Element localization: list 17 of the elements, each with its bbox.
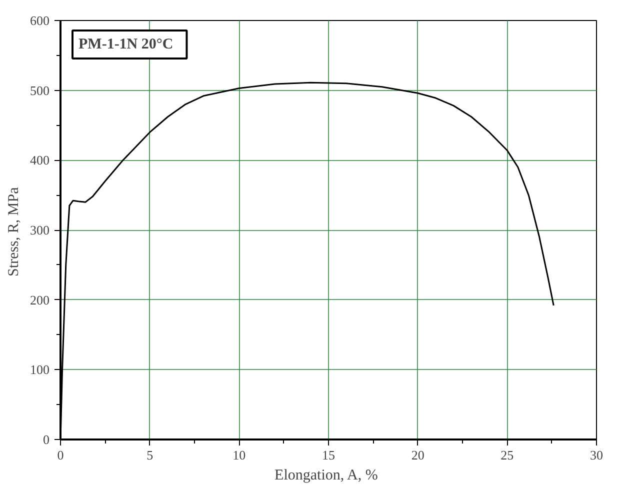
x-tick-label: 10 [232, 448, 246, 462]
y-tick-label: 0 [43, 432, 50, 447]
x-tick-label: 15 [322, 448, 335, 462]
y-axis-title: Stress, R, MPa [6, 186, 22, 276]
x-tick-label: 0 [57, 448, 64, 462]
y-tick-label: 300 [30, 222, 50, 238]
x-axis-title: Elongation, A, % [274, 468, 378, 484]
x-tick-label: 5 [146, 448, 154, 462]
annotation: PM-1-1N 20°C [78, 36, 174, 52]
y-tick-label: 500 [30, 82, 50, 98]
y-tick-label: 600 [30, 13, 50, 28]
x-tick-label: 25 [500, 448, 514, 462]
y-tick-label: 400 [30, 152, 50, 168]
x-tick-label: 20 [411, 448, 424, 462]
x-tick-label: 30 [590, 448, 603, 462]
y-tick-label: 100 [30, 362, 50, 378]
y-tick-label: 200 [30, 292, 50, 308]
